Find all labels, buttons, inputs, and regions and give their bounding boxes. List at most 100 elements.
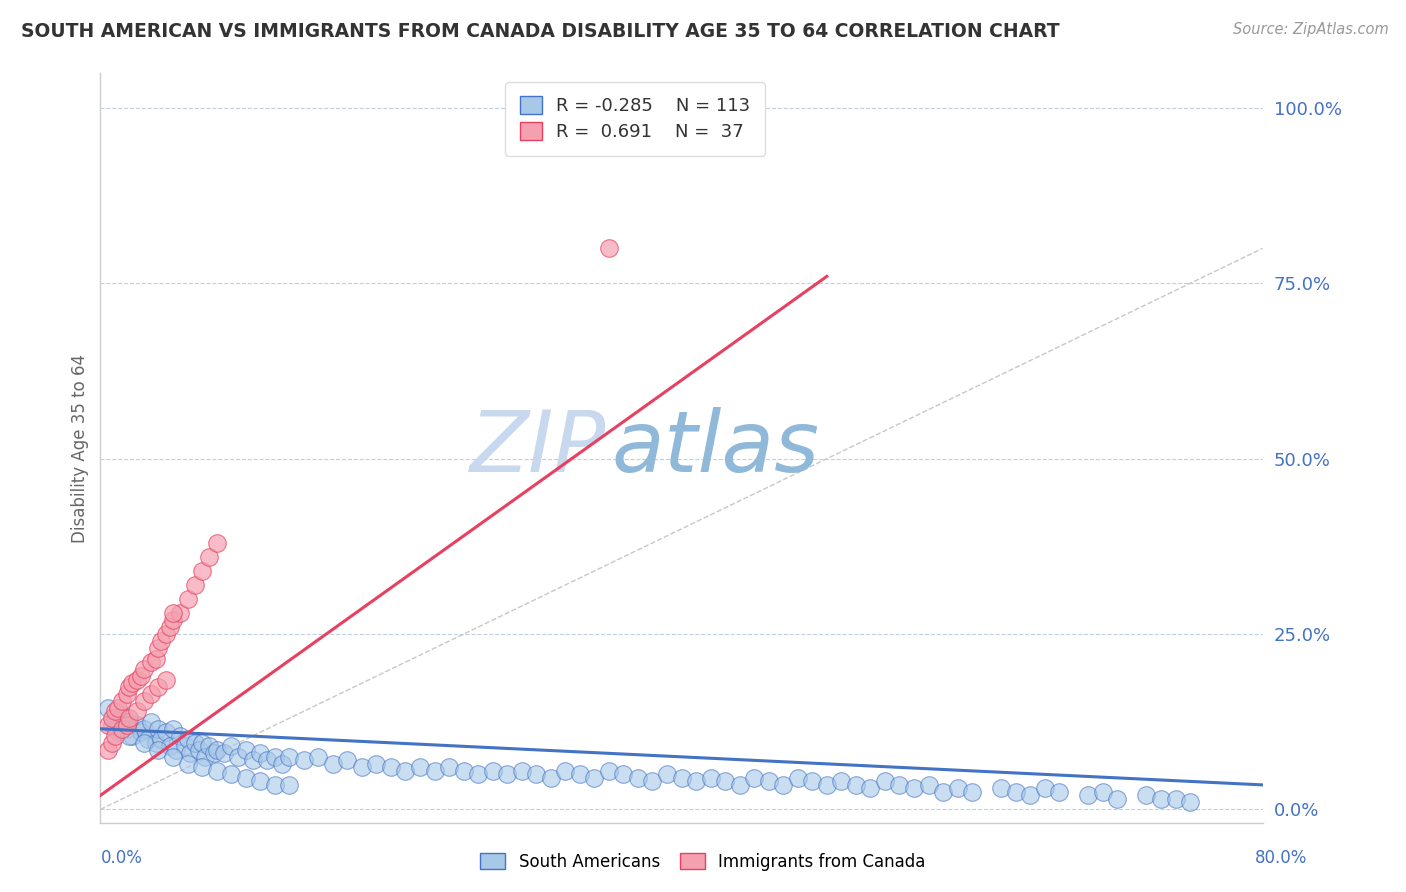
- Point: [101, 718, 124, 732]
- Point: [336, 753, 359, 767]
- Point: [612, 767, 634, 781]
- Point: [714, 774, 737, 789]
- Point: [101, 736, 124, 750]
- Y-axis label: Disability Age 35 to 64: Disability Age 35 to 64: [72, 354, 89, 542]
- Text: 0.0%: 0.0%: [101, 849, 143, 867]
- Point: [815, 778, 838, 792]
- Point: [990, 781, 1012, 796]
- Point: [101, 711, 124, 725]
- Point: [194, 749, 217, 764]
- Point: [394, 764, 416, 778]
- Point: [554, 764, 576, 778]
- Point: [150, 634, 173, 648]
- Point: [271, 756, 294, 771]
- Point: [162, 606, 184, 620]
- Point: [141, 714, 163, 729]
- Point: [184, 736, 207, 750]
- Point: [205, 536, 228, 550]
- Point: [1047, 785, 1070, 799]
- Point: [249, 747, 271, 761]
- Legend: South Americans, Immigrants from Canada: South Americans, Immigrants from Canada: [472, 845, 934, 880]
- Point: [173, 739, 195, 754]
- Point: [1019, 789, 1042, 803]
- Point: [176, 732, 198, 747]
- Point: [179, 747, 201, 761]
- Point: [437, 760, 460, 774]
- Point: [111, 707, 134, 722]
- Point: [121, 729, 143, 743]
- Point: [118, 680, 141, 694]
- Point: [481, 764, 503, 778]
- Point: [148, 722, 170, 736]
- Point: [141, 655, 163, 669]
- Point: [1107, 792, 1129, 806]
- Point: [118, 714, 141, 729]
- Point: [155, 627, 177, 641]
- Point: [198, 739, 221, 754]
- Point: [496, 767, 519, 781]
- Point: [263, 749, 285, 764]
- Point: [263, 778, 285, 792]
- Point: [136, 732, 159, 747]
- Point: [1178, 796, 1201, 810]
- Point: [169, 606, 191, 620]
- Point: [162, 613, 184, 627]
- Point: [292, 753, 315, 767]
- Point: [1077, 789, 1099, 803]
- Point: [155, 673, 177, 687]
- Point: [155, 725, 177, 739]
- Point: [107, 725, 129, 739]
- Point: [132, 694, 155, 708]
- Point: [1091, 785, 1114, 799]
- Point: [228, 749, 250, 764]
- Point: [467, 767, 489, 781]
- Point: [859, 781, 882, 796]
- Point: [568, 767, 591, 781]
- Point: [129, 669, 152, 683]
- Text: Source: ZipAtlas.com: Source: ZipAtlas.com: [1233, 22, 1389, 37]
- Point: [932, 785, 955, 799]
- Point: [256, 753, 278, 767]
- Point: [845, 778, 868, 792]
- Point: [453, 764, 475, 778]
- Point: [125, 673, 148, 687]
- Point: [583, 771, 606, 785]
- Point: [801, 774, 824, 789]
- Point: [188, 743, 211, 757]
- Point: [191, 760, 214, 774]
- Point: [115, 718, 138, 732]
- Legend: R = -0.285    N = 113, R =  0.691    N =  37: R = -0.285 N = 113, R = 0.691 N = 37: [506, 82, 765, 156]
- Point: [742, 771, 765, 785]
- Point: [141, 687, 163, 701]
- Point: [685, 774, 707, 789]
- Point: [169, 729, 191, 743]
- Point: [212, 747, 235, 761]
- Text: ZIP: ZIP: [470, 407, 606, 490]
- Point: [655, 767, 678, 781]
- Point: [176, 592, 198, 607]
- Point: [111, 694, 134, 708]
- Point: [307, 749, 329, 764]
- Point: [1150, 792, 1173, 806]
- Point: [145, 736, 167, 750]
- Text: SOUTH AMERICAN VS IMMIGRANTS FROM CANADA DISABILITY AGE 35 TO 64 CORRELATION CHA: SOUTH AMERICAN VS IMMIGRANTS FROM CANADA…: [21, 22, 1060, 41]
- Point: [125, 704, 148, 718]
- Point: [104, 711, 127, 725]
- Point: [1033, 781, 1056, 796]
- Text: 80.0%: 80.0%: [1256, 849, 1308, 867]
- Point: [115, 687, 138, 701]
- Point: [132, 736, 155, 750]
- Point: [115, 722, 138, 736]
- Point: [198, 549, 221, 564]
- Point: [249, 774, 271, 789]
- Point: [830, 774, 852, 789]
- Point: [148, 743, 170, 757]
- Point: [104, 722, 127, 736]
- Point: [97, 700, 120, 714]
- Point: [366, 756, 388, 771]
- Point: [150, 732, 173, 747]
- Point: [125, 718, 148, 732]
- Point: [350, 760, 373, 774]
- Point: [627, 771, 650, 785]
- Point: [524, 767, 547, 781]
